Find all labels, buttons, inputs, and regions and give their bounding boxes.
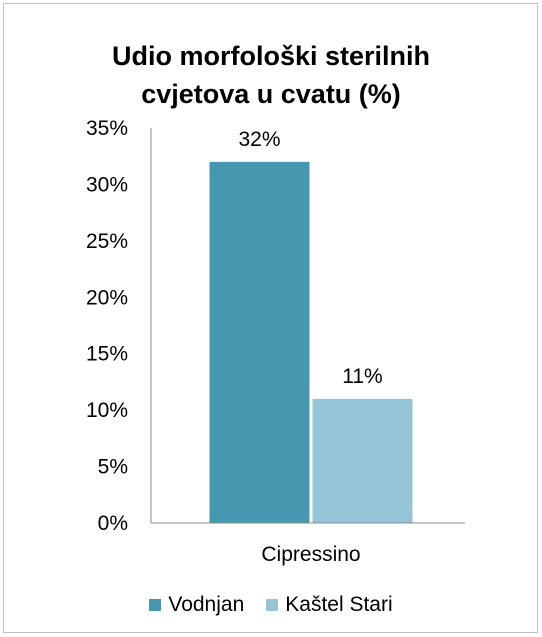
x-category-label: Cipressino — [261, 543, 360, 566]
legend-item-vodnjan: Vodnjan — [149, 593, 244, 617]
legend-item-kastel-stari: Kaštel Stari — [266, 593, 393, 617]
data-label: 11% — [342, 365, 382, 388]
y-tick-label: 10% — [86, 399, 128, 422]
y-tick-label: 15% — [86, 343, 128, 366]
chart-title-line-2: cvjetova u cvatu (%) — [141, 79, 401, 109]
y-tick-label: 0% — [98, 512, 128, 535]
data-label: 32% — [238, 128, 280, 151]
chart-title: Udio morfološki sterilnih cvjetova u cva… — [0, 37, 542, 113]
bar-vodnjan — [209, 161, 310, 523]
legend-swatch-kastel-stari — [266, 599, 279, 611]
chart-title-line-1: Udio morfološki sterilnih — [111, 41, 431, 71]
y-tick-label: 20% — [86, 286, 128, 309]
y-tick-label: 35% — [86, 117, 128, 140]
legend: Vodnjan Kaštel Stari — [0, 593, 542, 617]
y-tick-label: 5% — [98, 456, 128, 479]
legend-label-kastel-stari: Kaštel Stari — [285, 593, 393, 616]
y-tick-label: 25% — [86, 230, 128, 253]
legend-label-vodnjan: Vodnjan — [168, 593, 245, 616]
bar-ka-tel-stari — [312, 398, 413, 523]
y-tick-label: 30% — [86, 173, 128, 196]
legend-swatch-vodnjan — [149, 599, 162, 611]
